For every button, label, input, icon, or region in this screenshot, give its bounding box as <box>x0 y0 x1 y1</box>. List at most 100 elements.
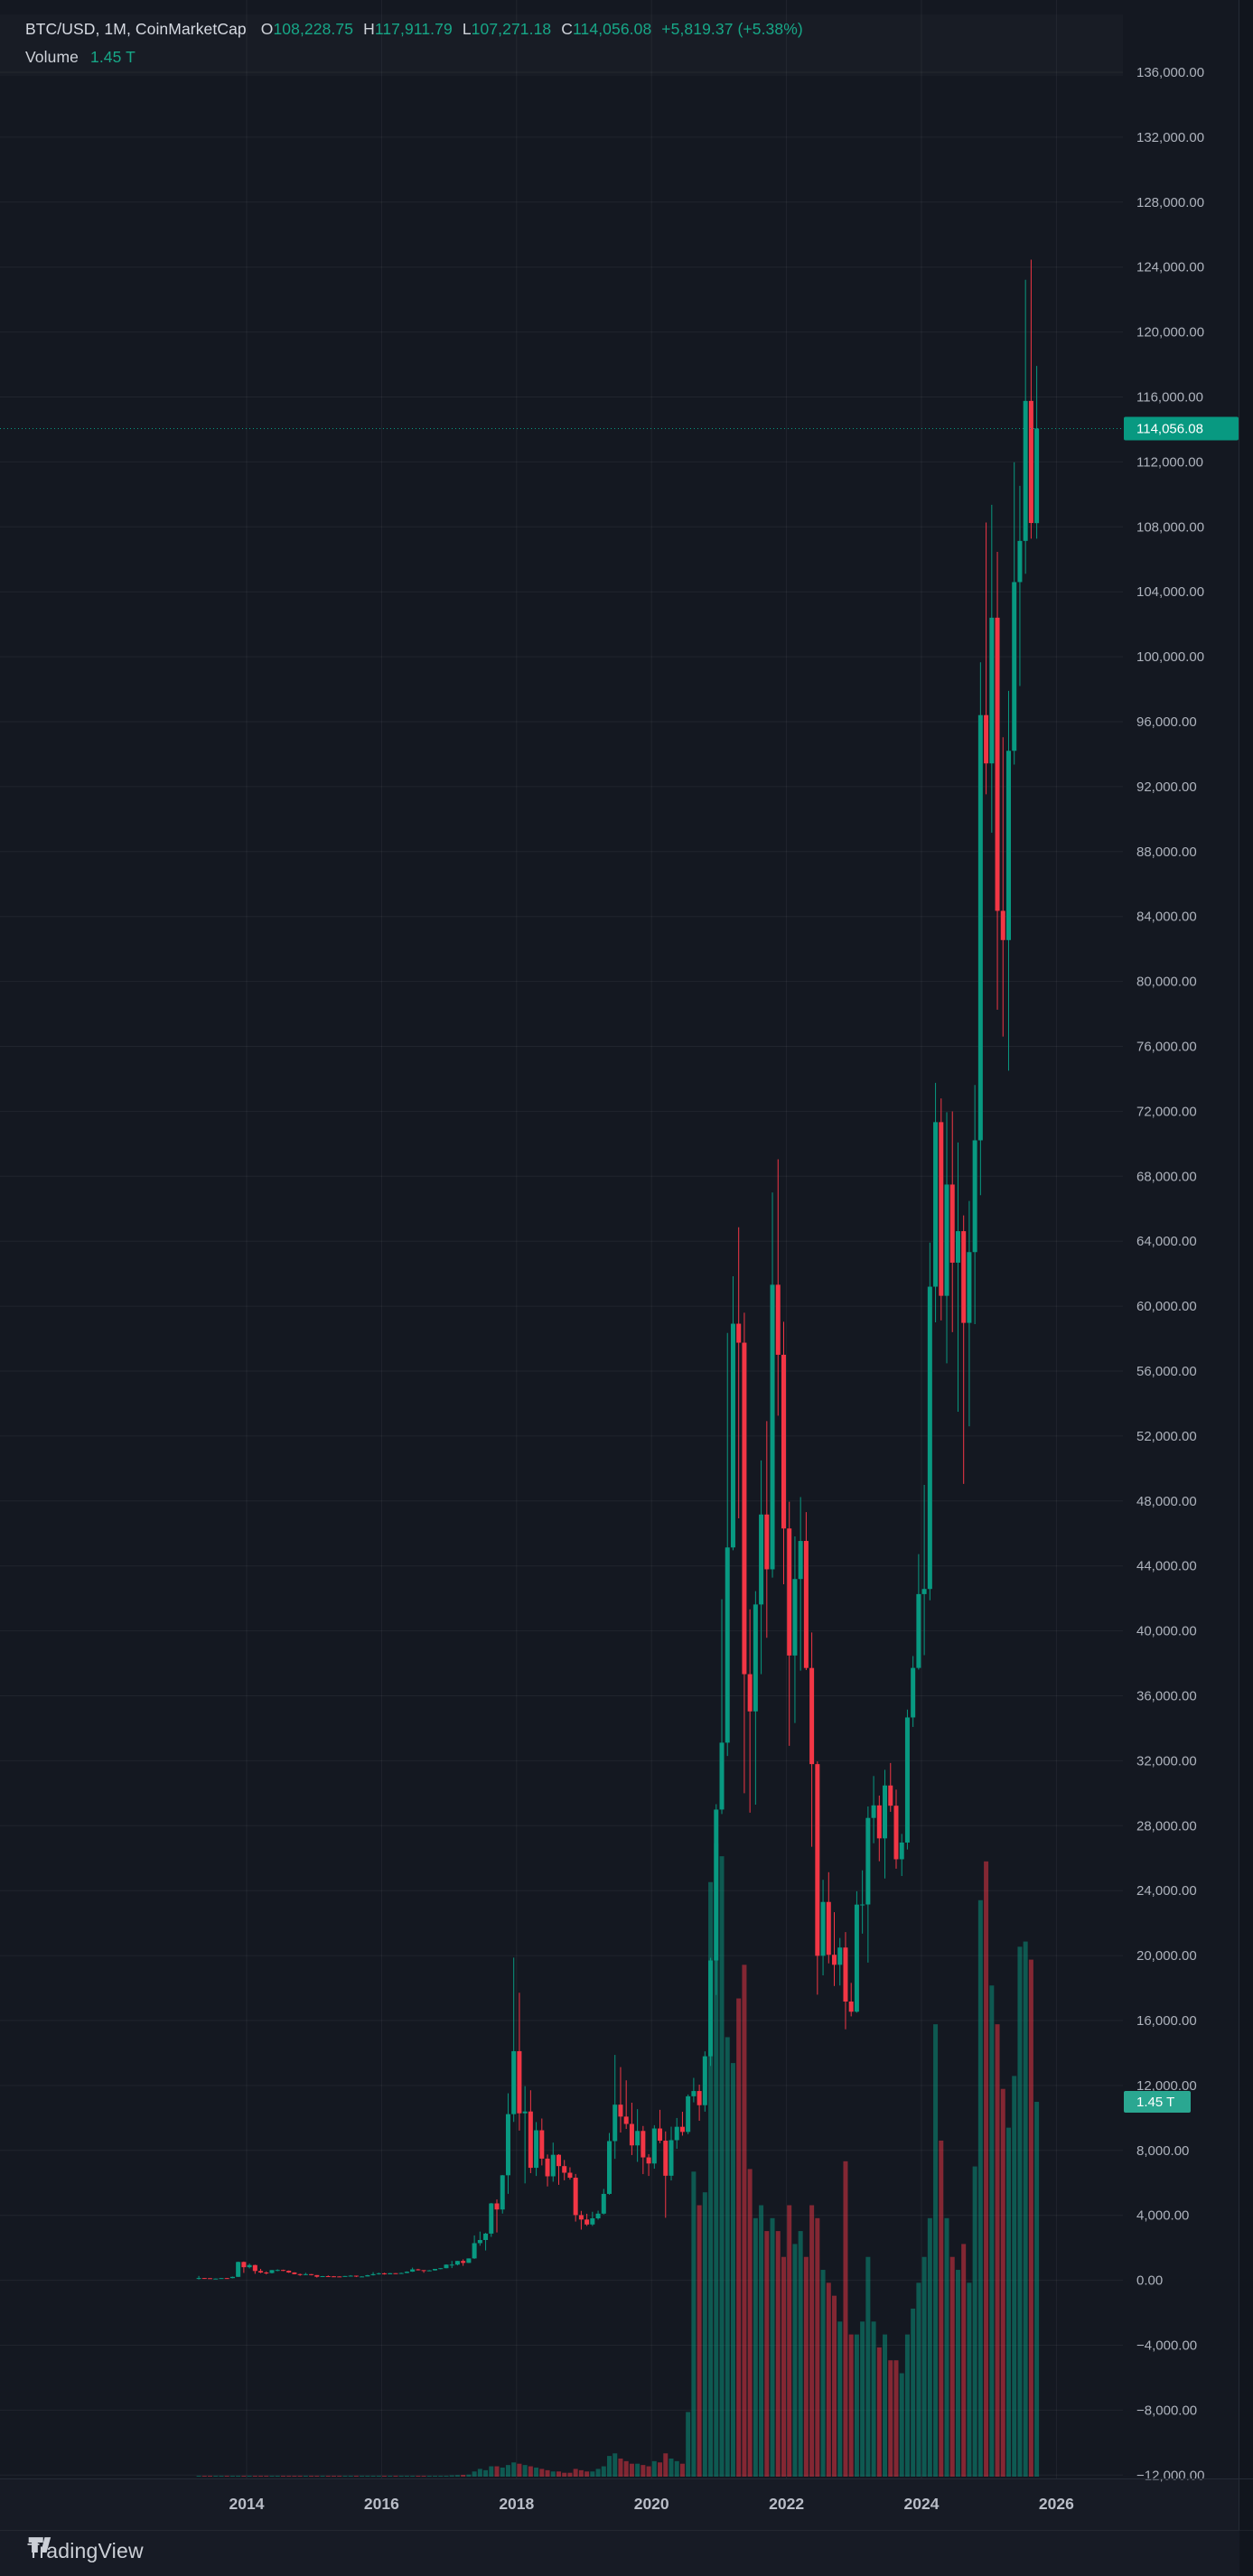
candle <box>500 2175 505 2214</box>
price-tick-label: 128,000.00 <box>1136 195 1204 210</box>
volume-bar <box>365 2476 370 2477</box>
high-prefix: H <box>363 19 375 38</box>
candle-body <box>545 2158 550 2177</box>
candle-body <box>697 2091 702 2105</box>
tradingview-logo[interactable]: TradingView <box>27 2533 144 2569</box>
candle <box>511 1957 517 2123</box>
candle <box>883 1769 888 1879</box>
candle <box>697 2085 702 2121</box>
candle-body <box>213 2278 219 2280</box>
volume-bar <box>247 2476 252 2477</box>
price-tick-label: 76,000.00 <box>1136 1040 1197 1055</box>
candle-body <box>331 2276 336 2278</box>
volume-bar <box>601 2466 606 2477</box>
price-axis[interactable]: 136,000.00 132,000.00 128,000.00 124,000.00… <box>1136 65 1205 2483</box>
candle <box>562 2160 567 2180</box>
candle-body <box>314 2274 320 2277</box>
volume-bar <box>663 2453 669 2477</box>
candle <box>674 2117 679 2149</box>
candle <box>247 2263 252 2269</box>
volume-bar <box>646 2466 651 2477</box>
candle <box>528 2090 533 2173</box>
candle-body <box>477 2240 482 2244</box>
price-tick-label: 104,000.00 <box>1136 584 1204 600</box>
volume-bar <box>832 2295 837 2477</box>
candle <box>635 2109 641 2162</box>
candle <box>837 1937 843 1986</box>
candle <box>438 2268 444 2270</box>
volume-bar <box>556 2471 561 2477</box>
volume-bar <box>702 2192 707 2477</box>
candle <box>416 2268 421 2271</box>
last-price-badge: 114,056.08 <box>1124 416 1239 441</box>
candle-body <box>292 2272 297 2274</box>
candle <box>360 2276 365 2278</box>
candle <box>832 1912 837 1986</box>
volume-badge: 1.45 T <box>1124 2091 1191 2114</box>
change-value: +5,819.37 (+5.38%) <box>661 19 803 38</box>
candle <box>567 2167 573 2180</box>
candle <box>1005 690 1011 1071</box>
candle <box>629 2102 634 2155</box>
candle <box>297 2273 303 2276</box>
volume-bar <box>770 2217 775 2477</box>
volume-bar <box>1034 2102 1040 2477</box>
volume-bar <box>787 2205 792 2477</box>
candle-body <box>505 2114 510 2176</box>
volume-bar <box>641 2465 646 2477</box>
volume-bar <box>967 2282 972 2477</box>
candle <box>753 1591 758 1806</box>
volume-bar <box>550 2471 556 2477</box>
time-axis-zone[interactable] <box>0 2478 1253 2576</box>
candle-body <box>449 2264 454 2266</box>
chart-legend[interactable]: BTC/USD, 1M, CoinMarketCap O 108,228.75 H… <box>25 14 803 70</box>
candle-body <box>730 1323 735 1548</box>
time-axis[interactable]: 2014 2016 2018 2020 2022 2024 2026 <box>229 2495 1075 2513</box>
volume-bar <box>337 2476 342 2477</box>
candle-body <box>781 1354 786 1529</box>
volume-bar <box>1023 1941 1028 2477</box>
volume-bar <box>489 2466 494 2477</box>
volume-bar <box>331 2476 336 2477</box>
candle <box>461 2259 466 2266</box>
volume-bar <box>764 2231 770 2477</box>
candle-body <box>876 1805 882 1839</box>
price-tick-label: 24,000.00 <box>1136 1883 1197 1899</box>
close-prefix: C <box>561 19 573 38</box>
candle <box>736 1227 742 1519</box>
candle <box>208 2278 213 2280</box>
candle-body <box>534 2130 539 2169</box>
volume-bar <box>759 2205 764 2477</box>
candle-body <box>1023 400 1028 541</box>
volume-bar <box>949 2256 955 2477</box>
candle <box>421 2270 426 2273</box>
candle <box>972 1085 977 1324</box>
candle-body <box>426 2270 432 2272</box>
candle-body <box>562 2166 567 2173</box>
candle <box>292 2272 297 2275</box>
candle-body <box>933 1122 939 1287</box>
price-tick-label: 96,000.00 <box>1136 714 1197 730</box>
candle-body <box>848 2002 854 2012</box>
candle-body <box>1017 540 1023 583</box>
candle-body <box>787 1528 792 1656</box>
candle <box>376 2273 381 2275</box>
price-tick-label: 72,000.00 <box>1136 1104 1197 1119</box>
legend-volume-row: Volume 1.45 T <box>25 42 803 70</box>
low-prefix: L <box>462 19 472 38</box>
candle-body <box>916 1593 921 1668</box>
candle <box>927 1242 932 1601</box>
volume-bar <box>433 2476 438 2477</box>
candle <box>578 2210 584 2230</box>
volume-bar <box>573 2469 578 2477</box>
candle-body <box>635 2131 641 2146</box>
candle-body <box>567 2172 573 2179</box>
candle <box>725 1332 730 1757</box>
candle <box>730 1275 735 1551</box>
candle <box>781 1321 786 1584</box>
candle <box>742 1312 747 1794</box>
candle-body <box>404 2272 409 2273</box>
volume-bar <box>775 2231 781 2477</box>
volume-bar <box>629 2463 634 2477</box>
